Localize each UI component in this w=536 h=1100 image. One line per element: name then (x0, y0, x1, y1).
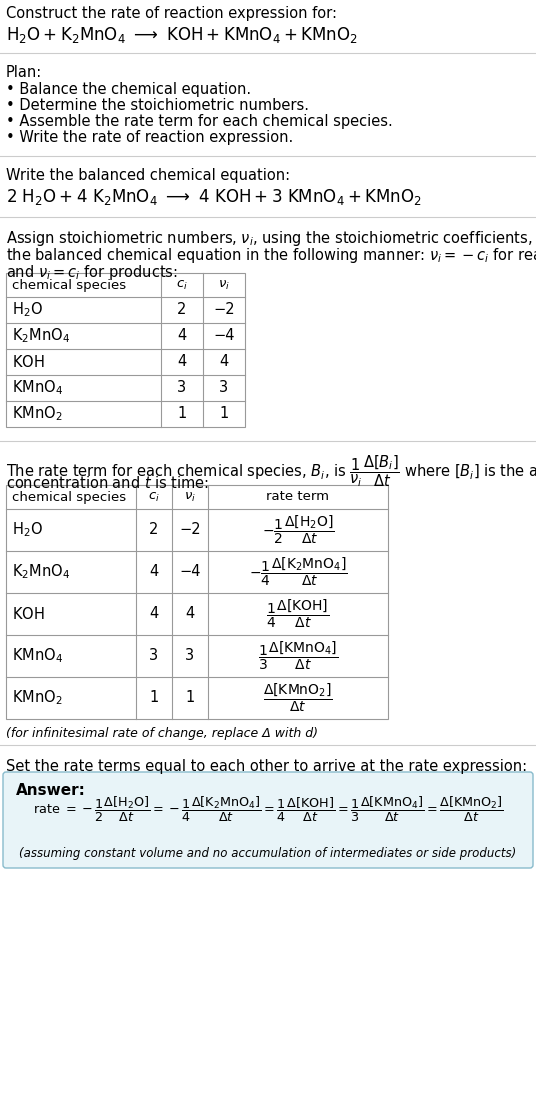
Text: −2: −2 (213, 302, 235, 318)
Text: concentration and $t$ is time:: concentration and $t$ is time: (6, 475, 209, 491)
Text: $-\dfrac{1}{4}\dfrac{\Delta[\mathrm{K_2MnO_4}]}{\Delta t}$: $-\dfrac{1}{4}\dfrac{\Delta[\mathrm{K_2M… (249, 556, 347, 588)
Text: $\mathrm{KOH}$: $\mathrm{KOH}$ (12, 354, 44, 370)
Text: −4: −4 (213, 329, 235, 343)
Text: 4: 4 (177, 354, 187, 370)
Text: the balanced chemical equation in the following manner: $\nu_i = -c_i$ for react: the balanced chemical equation in the fo… (6, 246, 536, 265)
Text: rate term: rate term (266, 491, 330, 504)
Bar (6, 273, 245, 427)
Text: 1: 1 (219, 407, 229, 421)
Text: $\dfrac{1}{4}\dfrac{\Delta[\mathrm{KOH}]}{\Delta t}$: $\dfrac{1}{4}\dfrac{\Delta[\mathrm{KOH}]… (266, 597, 330, 630)
Text: 1: 1 (177, 407, 187, 421)
Text: $\mathrm{KMnO_2}$: $\mathrm{KMnO_2}$ (12, 689, 63, 707)
Text: 3: 3 (185, 649, 195, 663)
Text: 2: 2 (177, 302, 187, 318)
Text: $\nu_i$: $\nu_i$ (184, 491, 196, 504)
Text: 3: 3 (177, 381, 187, 396)
Text: $\mathrm{H_2O}$: $\mathrm{H_2O}$ (12, 300, 43, 319)
Text: Set the rate terms equal to each other to arrive at the rate expression:: Set the rate terms equal to each other t… (6, 759, 527, 774)
Text: (assuming constant volume and no accumulation of intermediates or side products): (assuming constant volume and no accumul… (19, 847, 517, 860)
Text: $\dfrac{\Delta[\mathrm{KMnO_2}]}{\Delta t}$: $\dfrac{\Delta[\mathrm{KMnO_2}]}{\Delta … (263, 682, 333, 714)
Text: −2: −2 (179, 522, 201, 538)
Text: Assign stoichiometric numbers, $\nu_i$, using the stoichiometric coefficients, $: Assign stoichiometric numbers, $\nu_i$, … (6, 229, 536, 248)
Text: chemical species: chemical species (12, 278, 126, 292)
Text: $\mathrm{2\ H_2O + 4\ K_2MnO_4\ {\longrightarrow}\ 4\ KOH + 3\ KMnO_4 + KMnO_2}$: $\mathrm{2\ H_2O + 4\ K_2MnO_4\ {\longri… (6, 187, 422, 207)
Text: $c_i$: $c_i$ (148, 491, 160, 504)
Bar (6, 485, 388, 719)
Text: 4: 4 (150, 606, 159, 621)
Text: Construct the rate of reaction expression for:: Construct the rate of reaction expressio… (6, 6, 337, 21)
Text: $\mathrm{KOH}$: $\mathrm{KOH}$ (12, 606, 44, 621)
Text: • Assemble the rate term for each chemical species.: • Assemble the rate term for each chemic… (6, 114, 393, 129)
Text: chemical species: chemical species (12, 491, 126, 504)
Text: rate $= -\dfrac{1}{2}\dfrac{\Delta[\mathrm{H_2O}]}{\Delta t} = -\dfrac{1}{4}\dfr: rate $= -\dfrac{1}{2}\dfrac{\Delta[\math… (33, 794, 503, 824)
Text: 3: 3 (219, 381, 228, 396)
FancyBboxPatch shape (3, 772, 533, 868)
Text: $c_i$: $c_i$ (176, 278, 188, 292)
Text: • Balance the chemical equation.: • Balance the chemical equation. (6, 82, 251, 97)
Text: $\mathrm{H_2O + K_2MnO_4\ {\longrightarrow}\ KOH + KMnO_4 + KMnO_2}$: $\mathrm{H_2O + K_2MnO_4\ {\longrightarr… (6, 25, 358, 45)
Text: 4: 4 (150, 564, 159, 580)
Text: $\dfrac{1}{3}\dfrac{\Delta[\mathrm{KMnO_4}]}{\Delta t}$: $\dfrac{1}{3}\dfrac{\Delta[\mathrm{KMnO_… (258, 640, 338, 672)
Text: $\mathrm{KMnO_4}$: $\mathrm{KMnO_4}$ (12, 378, 63, 397)
Text: and $\nu_i = c_i$ for products:: and $\nu_i = c_i$ for products: (6, 263, 178, 282)
Text: 1: 1 (185, 691, 195, 705)
Text: $\mathrm{KMnO_2}$: $\mathrm{KMnO_2}$ (12, 405, 63, 424)
Text: • Determine the stoichiometric numbers.: • Determine the stoichiometric numbers. (6, 98, 309, 113)
Text: Answer:: Answer: (16, 783, 86, 798)
Text: $\nu_i$: $\nu_i$ (218, 278, 230, 292)
Text: (for infinitesimal rate of change, replace Δ with d): (for infinitesimal rate of change, repla… (6, 727, 318, 740)
Text: $-\dfrac{1}{2}\dfrac{\Delta[\mathrm{H_2O}]}{\Delta t}$: $-\dfrac{1}{2}\dfrac{\Delta[\mathrm{H_2O… (262, 514, 334, 547)
Text: 1: 1 (150, 691, 159, 705)
Text: 4: 4 (177, 329, 187, 343)
Text: 4: 4 (219, 354, 229, 370)
Text: $\mathrm{K_2MnO_4}$: $\mathrm{K_2MnO_4}$ (12, 327, 70, 345)
Text: $\mathrm{H_2O}$: $\mathrm{H_2O}$ (12, 520, 43, 539)
Text: 3: 3 (150, 649, 159, 663)
Text: 2: 2 (150, 522, 159, 538)
Text: The rate term for each chemical species, $B_i$, is $\dfrac{1}{\nu_i}\dfrac{\Delt: The rate term for each chemical species,… (6, 453, 536, 488)
Text: • Write the rate of reaction expression.: • Write the rate of reaction expression. (6, 130, 293, 145)
Text: Plan:: Plan: (6, 65, 42, 80)
Text: Write the balanced chemical equation:: Write the balanced chemical equation: (6, 168, 290, 183)
Text: −4: −4 (179, 564, 201, 580)
Text: 4: 4 (185, 606, 195, 621)
Text: $\mathrm{K_2MnO_4}$: $\mathrm{K_2MnO_4}$ (12, 562, 70, 581)
Text: $\mathrm{KMnO_4}$: $\mathrm{KMnO_4}$ (12, 647, 63, 666)
